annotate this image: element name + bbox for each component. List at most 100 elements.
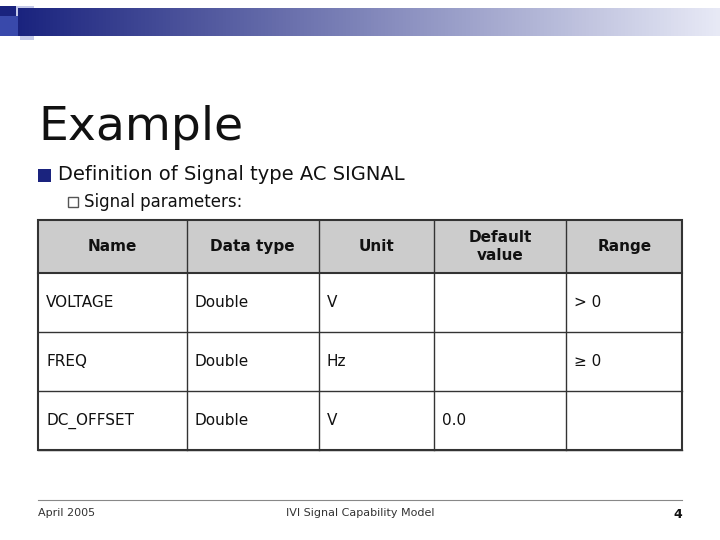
Bar — [180, 8, 184, 36]
Bar — [96, 8, 99, 36]
Bar — [20, 26, 34, 40]
Bar — [681, 8, 685, 36]
Bar — [540, 8, 544, 36]
Bar — [254, 8, 258, 36]
Bar — [410, 8, 413, 36]
Bar — [572, 8, 575, 36]
Bar — [187, 8, 191, 36]
Bar — [328, 8, 332, 36]
Bar — [297, 8, 300, 36]
Bar — [378, 8, 382, 36]
Bar — [392, 8, 395, 36]
Bar — [526, 8, 529, 36]
Bar — [265, 8, 269, 36]
Bar — [166, 8, 170, 36]
Bar — [138, 8, 141, 36]
Bar — [35, 8, 39, 36]
Bar — [646, 8, 649, 36]
Bar — [339, 8, 343, 36]
Bar — [244, 8, 247, 36]
Text: V: V — [327, 413, 337, 428]
Bar — [445, 8, 449, 36]
Text: Signal parameters:: Signal parameters: — [84, 193, 243, 211]
Bar — [315, 8, 318, 36]
Bar — [713, 8, 716, 36]
Bar — [109, 8, 113, 36]
Bar — [614, 8, 618, 36]
Bar — [240, 8, 244, 36]
Bar — [25, 8, 29, 36]
Bar — [300, 8, 304, 36]
Bar — [113, 8, 117, 36]
Bar — [625, 8, 629, 36]
Bar — [611, 8, 614, 36]
Bar — [385, 8, 388, 36]
Bar — [441, 8, 445, 36]
Text: V: V — [327, 295, 337, 310]
Bar — [417, 8, 420, 36]
Bar — [57, 8, 60, 36]
Bar — [452, 8, 456, 36]
Bar — [356, 8, 360, 36]
Text: Unit: Unit — [359, 239, 395, 254]
Bar — [420, 8, 423, 36]
Bar — [60, 8, 64, 36]
Bar — [438, 8, 441, 36]
Bar — [374, 8, 378, 36]
Bar — [562, 8, 564, 36]
Bar — [32, 8, 35, 36]
Bar — [38, 169, 51, 182]
Bar — [321, 8, 325, 36]
Bar — [473, 8, 477, 36]
Bar — [325, 8, 328, 36]
Bar — [170, 8, 174, 36]
Bar — [343, 8, 346, 36]
Text: Data type: Data type — [210, 239, 295, 254]
Text: > 0: > 0 — [575, 295, 602, 310]
Bar — [251, 8, 254, 36]
Bar — [512, 8, 516, 36]
Text: Hz: Hz — [327, 354, 346, 369]
Bar — [148, 8, 152, 36]
Bar — [516, 8, 519, 36]
Bar — [269, 8, 272, 36]
Bar — [272, 8, 276, 36]
Bar — [639, 8, 642, 36]
Bar — [304, 8, 307, 36]
Bar — [551, 8, 554, 36]
Bar — [547, 8, 551, 36]
Bar — [564, 8, 568, 36]
Bar — [459, 8, 462, 36]
Text: Double: Double — [194, 354, 249, 369]
Bar — [222, 8, 226, 36]
Bar — [350, 8, 353, 36]
Bar — [191, 8, 194, 36]
Bar — [145, 8, 148, 36]
Bar — [505, 8, 508, 36]
Bar — [696, 8, 699, 36]
Bar — [106, 8, 109, 36]
Bar — [318, 8, 321, 36]
Bar — [406, 8, 410, 36]
Bar — [46, 8, 50, 36]
Bar — [205, 8, 209, 36]
Bar — [399, 8, 402, 36]
Bar — [311, 8, 315, 36]
Bar — [286, 8, 289, 36]
Bar — [586, 8, 590, 36]
Bar — [50, 8, 53, 36]
Bar — [692, 8, 696, 36]
Bar — [685, 8, 688, 36]
Bar — [360, 8, 364, 36]
Bar — [382, 8, 385, 36]
Text: 4: 4 — [673, 508, 682, 521]
Bar — [413, 8, 417, 36]
Bar — [487, 8, 491, 36]
Bar — [135, 8, 138, 36]
Bar — [156, 8, 159, 36]
Bar — [0, 6, 16, 16]
Bar — [480, 8, 484, 36]
Bar — [258, 8, 261, 36]
Bar — [237, 8, 240, 36]
Bar — [247, 8, 251, 36]
